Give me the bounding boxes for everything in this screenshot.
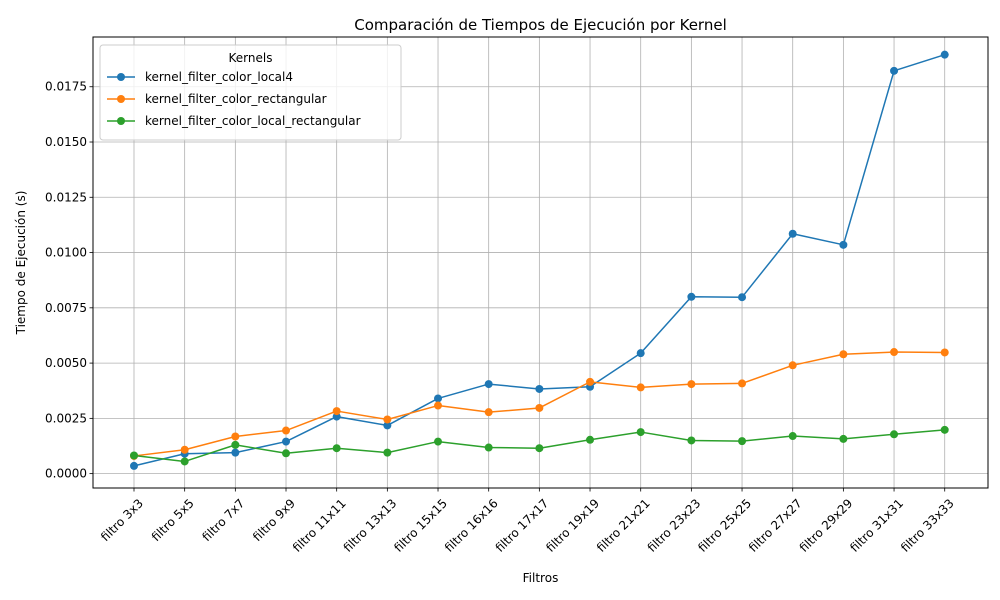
x-tick-label: filtro 5x5 bbox=[149, 496, 197, 544]
data-point bbox=[890, 348, 899, 357]
x-tick-label: filtro 9x9 bbox=[250, 496, 298, 544]
y-tick-label: 0.0100 bbox=[45, 246, 87, 260]
data-point bbox=[788, 432, 797, 441]
y-tick-label: 0.0125 bbox=[45, 190, 87, 204]
y-tick-label: 0.0175 bbox=[45, 80, 87, 94]
data-point bbox=[788, 361, 797, 370]
data-point bbox=[282, 426, 291, 435]
y-tick-label: 0.0075 bbox=[45, 301, 87, 315]
data-point bbox=[586, 435, 595, 444]
data-point bbox=[738, 437, 747, 446]
x-tick-label: filtro 19x19 bbox=[543, 496, 602, 555]
data-point bbox=[231, 432, 240, 441]
x-axis: filtro 3x3 filtro 5x5 filtro 7x7 filtro 9x9… bbox=[98, 488, 957, 555]
data-point bbox=[788, 229, 797, 238]
series-layer bbox=[130, 50, 949, 470]
series-3 bbox=[130, 425, 949, 466]
legend-marker bbox=[117, 73, 125, 81]
legend-marker bbox=[117, 117, 125, 125]
x-tick-label: filtro 31x31 bbox=[847, 496, 906, 555]
data-point bbox=[940, 50, 949, 59]
data-point bbox=[738, 293, 747, 302]
x-tick-label: filtro 25x25 bbox=[695, 496, 754, 555]
data-point bbox=[383, 421, 392, 430]
data-point bbox=[282, 437, 291, 446]
data-point bbox=[332, 407, 341, 416]
data-point bbox=[535, 384, 544, 393]
data-point bbox=[738, 379, 747, 388]
data-point bbox=[434, 401, 443, 410]
data-point bbox=[332, 444, 341, 453]
x-tick-label: filtro 29x29 bbox=[797, 496, 856, 555]
y-tick-label: 0.0150 bbox=[45, 135, 87, 149]
legend-entry: kernel_filter_color_local_rectangular bbox=[107, 114, 361, 128]
x-tick-label: filtro 3x3 bbox=[98, 496, 146, 544]
x-tick-label: filtro 11x11 bbox=[290, 496, 349, 555]
data-point bbox=[383, 415, 392, 424]
data-point bbox=[180, 445, 189, 454]
legend-marker bbox=[117, 95, 125, 103]
data-point bbox=[940, 348, 949, 357]
data-point bbox=[332, 412, 341, 421]
data-point bbox=[839, 240, 848, 249]
y-axis-label: Tiempo de Ejecución (s) bbox=[14, 191, 28, 336]
data-point bbox=[130, 461, 138, 470]
legend: Kernels kernel_filter_color_local4kernel… bbox=[99, 44, 402, 141]
data-point bbox=[383, 448, 392, 457]
data-point bbox=[535, 444, 544, 453]
legend-label: kernel_filter_color_rectangular bbox=[145, 92, 327, 106]
series-1 bbox=[130, 50, 949, 470]
data-point bbox=[484, 380, 493, 389]
y-tick-label: 0.0050 bbox=[45, 356, 87, 370]
data-point bbox=[484, 408, 493, 417]
x-tick-label: filtro 21x21 bbox=[594, 496, 653, 555]
x-tick-label: filtro 16x16 bbox=[442, 496, 501, 555]
x-tick-label: filtro 27x27 bbox=[746, 496, 805, 555]
x-tick-label: filtro 17x17 bbox=[493, 496, 552, 555]
x-tick-label: filtro 23x23 bbox=[645, 496, 704, 555]
data-point bbox=[687, 380, 696, 389]
plot-frame bbox=[92, 36, 989, 489]
x-tick-label: filtro 15x15 bbox=[391, 496, 450, 555]
data-point bbox=[130, 451, 138, 460]
data-point bbox=[484, 443, 493, 452]
data-point bbox=[839, 350, 848, 359]
data-point bbox=[890, 66, 899, 75]
y-axis: 0.0000 0.0025 0.0050 0.0075 0.0100 0.0125 0.01… bbox=[45, 80, 93, 481]
x-axis-label: Filtros bbox=[523, 571, 559, 585]
data-point bbox=[180, 457, 189, 466]
data-point bbox=[231, 440, 240, 449]
data-point bbox=[282, 449, 291, 458]
data-point bbox=[687, 292, 696, 301]
data-point bbox=[839, 434, 848, 443]
data-point bbox=[890, 430, 899, 439]
data-point bbox=[636, 349, 645, 358]
series-2 bbox=[130, 348, 949, 460]
x-tick-label: filtro 33x33 bbox=[898, 496, 957, 555]
legend-label: kernel_filter_color_local4 bbox=[145, 70, 293, 84]
x-tick-label: filtro 7x7 bbox=[199, 496, 247, 544]
data-point bbox=[940, 425, 949, 434]
legend-title: Kernels bbox=[229, 51, 273, 65]
legend-entry: kernel_filter_color_rectangular bbox=[107, 92, 327, 106]
data-point bbox=[231, 448, 240, 457]
legend-entry: kernel_filter_color_local4 bbox=[107, 70, 293, 84]
x-tick-label: filtro 13x13 bbox=[341, 496, 400, 555]
data-point bbox=[636, 428, 645, 437]
data-point bbox=[434, 437, 443, 446]
y-tick-label: 0.0000 bbox=[45, 467, 87, 481]
data-point bbox=[586, 377, 595, 386]
y-tick-label: 0.0025 bbox=[45, 411, 87, 425]
data-point bbox=[636, 383, 645, 392]
data-point bbox=[687, 436, 696, 445]
data-point bbox=[535, 403, 544, 412]
legend-box bbox=[99, 44, 402, 141]
legend-label: kernel_filter_color_local_rectangular bbox=[145, 114, 361, 128]
chart-title: Comparación de Tiempos de Ejecución por … bbox=[354, 16, 726, 34]
data-point bbox=[434, 394, 443, 403]
